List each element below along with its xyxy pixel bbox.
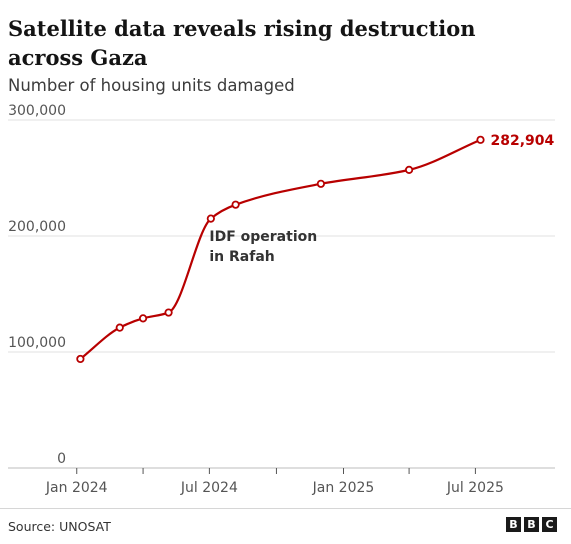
annotation-idf-rafah: IDF operation in Rafah — [209, 229, 317, 265]
y-tick-label: 300,000 — [8, 103, 66, 119]
y-tick-label: 100,000 — [8, 335, 66, 351]
y-tick-label: 0 — [57, 451, 66, 467]
x-tick-label: Jul 2025 — [446, 480, 504, 496]
bbc-logo: B B C — [506, 517, 557, 532]
data-point — [76, 354, 85, 364]
data-point — [404, 165, 414, 174]
data-point — [206, 214, 215, 223]
annotation-line: IDF operation — [209, 229, 317, 245]
footer-divider — [0, 508, 571, 509]
source-note: Source: UNOSAT — [8, 519, 111, 534]
chart-subtitle: Number of housing units damaged — [8, 76, 295, 95]
bbc-logo-c: C — [542, 517, 557, 532]
y-tick-label: 200,000 — [8, 219, 66, 235]
data-point — [164, 308, 173, 317]
bbc-logo-b2: B — [524, 517, 539, 532]
data-point — [138, 314, 148, 323]
data-point — [231, 200, 240, 209]
line-chart: 0 100,000 200,000 300,000 Jan 2024 Jul 2024 Ja… — [8, 103, 555, 496]
series-line — [79, 138, 482, 361]
end-value-label: 282,904 — [491, 133, 555, 149]
chart-title: Satellite data reveals rising destructio… — [8, 16, 476, 70]
x-tick-label: Jan 2025 — [312, 480, 375, 496]
bbc-logo-b1: B — [506, 517, 521, 532]
data-point — [316, 179, 325, 188]
x-tick-label: Jan 2024 — [45, 480, 108, 496]
x-tick-label: Jul 2024 — [180, 480, 238, 496]
annotation-line: in Rafah — [209, 249, 274, 265]
data-point — [115, 323, 124, 332]
data-point — [476, 135, 485, 144]
